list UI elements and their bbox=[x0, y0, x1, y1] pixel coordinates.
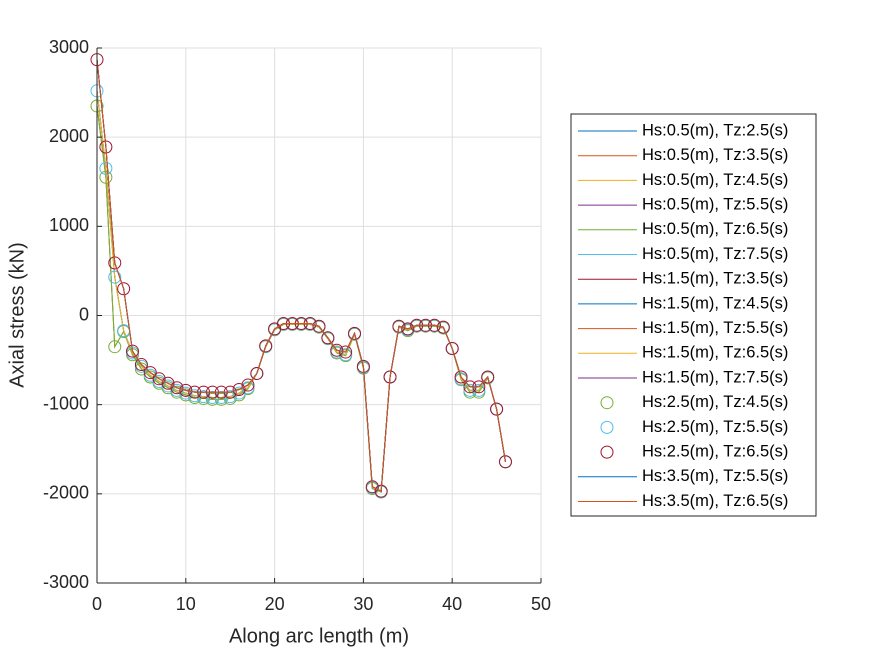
legend: Hs:0.5(m), Tz:2.5(s) Hs:0.5(m), Tz:3.5(s)… bbox=[578, 121, 788, 510]
data-point bbox=[490, 402, 504, 416]
legend-label: Hs:1.5(m), Tz:5.5(s) bbox=[642, 319, 788, 337]
data-point bbox=[143, 368, 157, 382]
data-point bbox=[170, 383, 184, 397]
data-point bbox=[108, 340, 122, 354]
data-point bbox=[401, 322, 415, 336]
data-point bbox=[134, 358, 148, 372]
y-tick-label: 0 bbox=[79, 304, 89, 324]
legend-marker bbox=[600, 445, 614, 459]
legend-label: Hs:0.5(m), Tz:6.5(s) bbox=[642, 220, 788, 238]
data-point bbox=[321, 331, 335, 345]
x-tick-label: 20 bbox=[265, 594, 285, 614]
data-point bbox=[339, 345, 353, 359]
data-point bbox=[99, 161, 113, 175]
x-axis-label: Along arc length (m) bbox=[229, 625, 409, 647]
legend-label: Hs:1.5(m), Tz:3.5(s) bbox=[642, 270, 788, 288]
data-point bbox=[481, 370, 495, 384]
legend-label: Hs:2.5(m), Tz:5.5(s) bbox=[642, 418, 788, 436]
x-tick-label: 0 bbox=[92, 594, 102, 614]
y-tick-label: -3000 bbox=[43, 572, 89, 592]
data-point bbox=[232, 383, 246, 397]
y-tick-label: 3000 bbox=[49, 37, 89, 57]
x-tick-label: 40 bbox=[442, 594, 462, 614]
data-point bbox=[241, 378, 255, 392]
legend-label: Hs:1.5(m), Tz:7.5(s) bbox=[642, 368, 788, 386]
legend-label: Hs:3.5(m), Tz:6.5(s) bbox=[642, 492, 788, 510]
data-point bbox=[161, 376, 175, 390]
plot bbox=[90, 53, 512, 499]
legend-label: Hs:2.5(m), Tz:4.5(s) bbox=[642, 393, 788, 411]
legend-label: Hs:0.5(m), Tz:4.5(s) bbox=[642, 171, 788, 189]
data-point bbox=[445, 341, 459, 355]
data-point bbox=[108, 270, 122, 284]
x-tick-label: 30 bbox=[353, 594, 373, 614]
data-point bbox=[134, 362, 148, 376]
data-point bbox=[472, 383, 486, 397]
legend-label: Hs:0.5(m), Tz:3.5(s) bbox=[642, 146, 788, 164]
data-point bbox=[126, 344, 140, 358]
data-point bbox=[223, 390, 237, 404]
y-tick-label: -1000 bbox=[43, 393, 89, 413]
legend-marker bbox=[600, 396, 614, 410]
legend-label: Hs:0.5(m), Tz:2.5(s) bbox=[642, 121, 788, 139]
data-point bbox=[392, 319, 406, 333]
data-point bbox=[339, 348, 353, 362]
x-tick-label: 50 bbox=[531, 594, 551, 614]
legend-label: Hs:1.5(m), Tz:4.5(s) bbox=[642, 294, 788, 312]
legend-label: Hs:0.5(m), Tz:5.5(s) bbox=[642, 195, 788, 213]
legend-marker bbox=[600, 420, 614, 434]
legend-label: Hs:1.5(m), Tz:6.5(s) bbox=[642, 344, 788, 362]
data-point bbox=[99, 170, 113, 184]
axes bbox=[96, 47, 542, 584]
data-point bbox=[259, 339, 273, 353]
legend-label: Hs:0.5(m), Tz:7.5(s) bbox=[642, 245, 788, 263]
data-point bbox=[348, 326, 362, 340]
data-point bbox=[312, 319, 326, 333]
data-point bbox=[498, 455, 512, 469]
y-tick-label: 2000 bbox=[49, 126, 89, 146]
data-point bbox=[436, 320, 450, 334]
data-point bbox=[152, 372, 166, 386]
x-tick-label: 10 bbox=[176, 594, 196, 614]
y-tick-label: 1000 bbox=[49, 215, 89, 235]
data-point bbox=[170, 381, 184, 395]
y-axis-label: Axial stress (kN) bbox=[6, 242, 28, 388]
legend-label: Hs:3.5(m), Tz:5.5(s) bbox=[642, 467, 788, 485]
data-point bbox=[330, 343, 344, 357]
legend-label: Hs:2.5(m), Tz:6.5(s) bbox=[642, 442, 788, 460]
data-point bbox=[117, 282, 131, 296]
data-point bbox=[454, 370, 468, 384]
data-point bbox=[250, 366, 264, 380]
data-point bbox=[143, 366, 157, 380]
data-line bbox=[96, 59, 506, 492]
y-tick-label: -2000 bbox=[43, 483, 89, 503]
data-point bbox=[179, 383, 193, 397]
data-point bbox=[197, 390, 211, 404]
data-point bbox=[463, 383, 477, 397]
